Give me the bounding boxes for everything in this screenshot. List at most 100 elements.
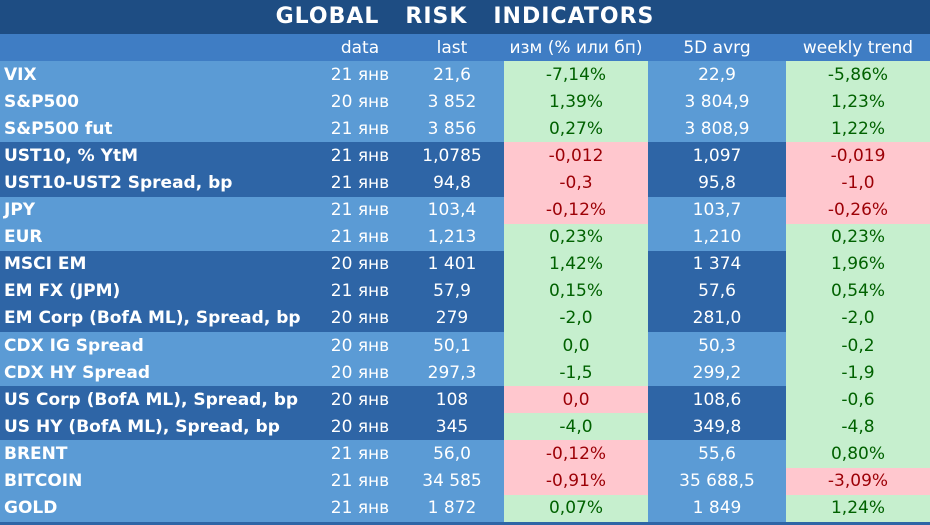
indicator-name: BRENT: [0, 440, 320, 468]
indicator-5d-avg: 1,210: [648, 223, 786, 251]
indicator-name: S&P500 fut: [0, 115, 320, 143]
table-row: S&P500 20 янв 3 852 1,39% 3 804,9 1,23%: [0, 88, 930, 116]
indicator-change: -0,12%: [504, 440, 648, 468]
indicator-date: 20 янв: [320, 88, 400, 116]
header-5d-avg: 5D avrg: [648, 34, 786, 62]
indicator-last: 94,8: [400, 169, 504, 197]
indicator-name: VIX: [0, 61, 320, 89]
indicator-change: 1,39%: [504, 88, 648, 116]
indicator-5d-avg: 3 808,9: [648, 115, 786, 143]
indicator-5d-avg: 22,9: [648, 61, 786, 89]
indicator-name: US HY (BofA ML), Spread, bp: [0, 413, 320, 441]
indicator-name: UST10-UST2 Spread, bp: [0, 169, 320, 197]
header-name: [0, 34, 320, 62]
indicator-5d-avg: 1 374: [648, 250, 786, 278]
indicator-change: -1,5: [504, 359, 648, 387]
indicator-date: 21 янв: [320, 277, 400, 305]
indicator-name: UST10, % YtM: [0, 142, 320, 170]
table-row: EM FX (JPM) 21 янв 57,9 0,15% 57,6 0,54%: [0, 277, 930, 305]
indicator-last: 279: [400, 304, 504, 333]
indicator-5d-avg: 3 804,9: [648, 88, 786, 116]
indicator-change: -4,0: [504, 413, 648, 441]
indicator-date: 21 янв: [320, 115, 400, 143]
indicator-date: 21 янв: [320, 142, 400, 170]
table-header-row: data last изм (% или бп) 5D avrg weekly …: [0, 34, 930, 62]
indicator-5d-avg: 35 688,5: [648, 467, 786, 495]
indicator-weekly-trend: 1,96%: [786, 250, 930, 278]
indicator-weekly-trend: -5,86%: [786, 61, 930, 89]
indicator-5d-avg: 1 849: [648, 494, 786, 522]
indicator-last: 1 401: [400, 250, 504, 278]
indicator-last: 1 872: [400, 494, 504, 522]
table-row: UST10-UST2 Spread, bp 21 янв 94,8 -0,3 95,8-…: [0, 169, 930, 197]
indicator-change: 0,0: [504, 386, 648, 414]
table-row: JPY 21 янв 103,4 -0,12% 103,7 -0,26%: [0, 196, 930, 224]
indicator-date: 21 янв: [320, 467, 400, 495]
indicator-change: 0,23%: [504, 223, 648, 251]
table-row: S&P500 fut 21 янв 3 856 0,27% 3 808,9 1,22%: [0, 115, 930, 143]
indicator-last: 1,0785: [400, 142, 504, 170]
indicator-change: -0,12%: [504, 196, 648, 224]
indicator-date: 20 янв: [320, 250, 400, 278]
indicator-name: BITCOIN: [0, 467, 320, 495]
indicator-change: -0,91%: [504, 467, 648, 495]
indicator-date: 20 янв: [320, 386, 400, 414]
table-row: BITCOIN 21 янв 34 585 -0,91% 35 688,5 -3,09%: [0, 467, 930, 495]
indicator-name: EM FX (JPM): [0, 277, 320, 305]
table-row: VIX 21 янв 21,6 -7,14% 22,9 -5,86%: [0, 61, 930, 89]
indicator-change: -7,14%: [504, 61, 648, 89]
indicator-date: 21 янв: [320, 169, 400, 197]
indicator-last: 103,4: [400, 196, 504, 224]
indicator-last: 108: [400, 386, 504, 414]
table-row: US HY (BofA ML), Spread, bp 20 янв 345 -4,0…: [0, 413, 930, 441]
indicator-name: CDX IG Spread: [0, 332, 320, 360]
indicator-name: EM Corp (BofA ML), Spread, bp: [0, 304, 320, 333]
table-row: UST10, % YtM 21 янв 1,0785 -0,012 1,097 -0,01…: [0, 142, 930, 170]
indicator-weekly-trend: -1,0: [786, 169, 930, 197]
indicator-weekly-trend: 1,22%: [786, 115, 930, 143]
indicator-5d-avg: 50,3: [648, 332, 786, 360]
indicator-weekly-trend: -2,0: [786, 304, 930, 333]
table-row: US Corp (BofA ML), Spread, bp 20 янв 108 0,…: [0, 386, 930, 414]
indicator-weekly-trend: -1,9: [786, 359, 930, 387]
table-row: EM Corp (BofA ML), Spread, bp 20 янв 279 -2…: [0, 304, 930, 333]
indicator-last: 50,1: [400, 332, 504, 360]
table-row: GOLD 21 янв 1 872 0,07% 1 849 1,24%: [0, 494, 930, 522]
indicator-change: 0,0: [504, 332, 648, 360]
indicator-weekly-trend: -0,2: [786, 332, 930, 360]
indicator-last: 3 852: [400, 88, 504, 116]
indicator-change: -0,3: [504, 169, 648, 197]
indicator-date: 21 янв: [320, 494, 400, 522]
indicator-5d-avg: 299,2: [648, 359, 786, 387]
indicator-change: -0,012: [504, 142, 648, 170]
table-row: EUR 21 янв 1,213 0,23% 1,210 0,23%: [0, 223, 930, 251]
indicator-last: 34 585: [400, 467, 504, 495]
indicator-date: 20 янв: [320, 304, 400, 333]
indicator-date: 20 янв: [320, 359, 400, 387]
indicator-name: CDX HY Spread: [0, 359, 320, 387]
indicator-weekly-trend: 1,23%: [786, 88, 930, 116]
indicator-5d-avg: 281,0: [648, 304, 786, 333]
indicator-name: GOLD: [0, 494, 320, 522]
indicator-weekly-trend: -4,8: [786, 413, 930, 441]
indicator-5d-avg: 1,097: [648, 142, 786, 170]
indicator-last: 57,9: [400, 277, 504, 305]
indicator-weekly-trend: 1,24%: [786, 494, 930, 522]
indicator-name: US Corp (BofA ML), Spread, bp: [0, 386, 320, 414]
indicator-5d-avg: 57,6: [648, 277, 786, 305]
indicator-name: EUR: [0, 223, 320, 251]
indicator-date: 21 янв: [320, 440, 400, 468]
indicator-date: 21 янв: [320, 61, 400, 89]
indicator-change: 1,42%: [504, 250, 648, 278]
indicator-change: 0,27%: [504, 115, 648, 143]
indicator-change: 0,07%: [504, 494, 648, 522]
indicator-weekly-trend: 0,80%: [786, 440, 930, 468]
indicator-5d-avg: 103,7: [648, 196, 786, 224]
indicator-date: 21 янв: [320, 196, 400, 224]
indicator-last: 297,3: [400, 359, 504, 387]
indicator-5d-avg: 349,8: [648, 413, 786, 441]
indicator-last: 56,0: [400, 440, 504, 468]
table-row: MSCI EM 20 янв 1 401 1,42% 1 374 1,96%: [0, 250, 930, 278]
indicator-weekly-trend: -0,019: [786, 142, 930, 170]
indicator-date: 21 янв: [320, 223, 400, 251]
